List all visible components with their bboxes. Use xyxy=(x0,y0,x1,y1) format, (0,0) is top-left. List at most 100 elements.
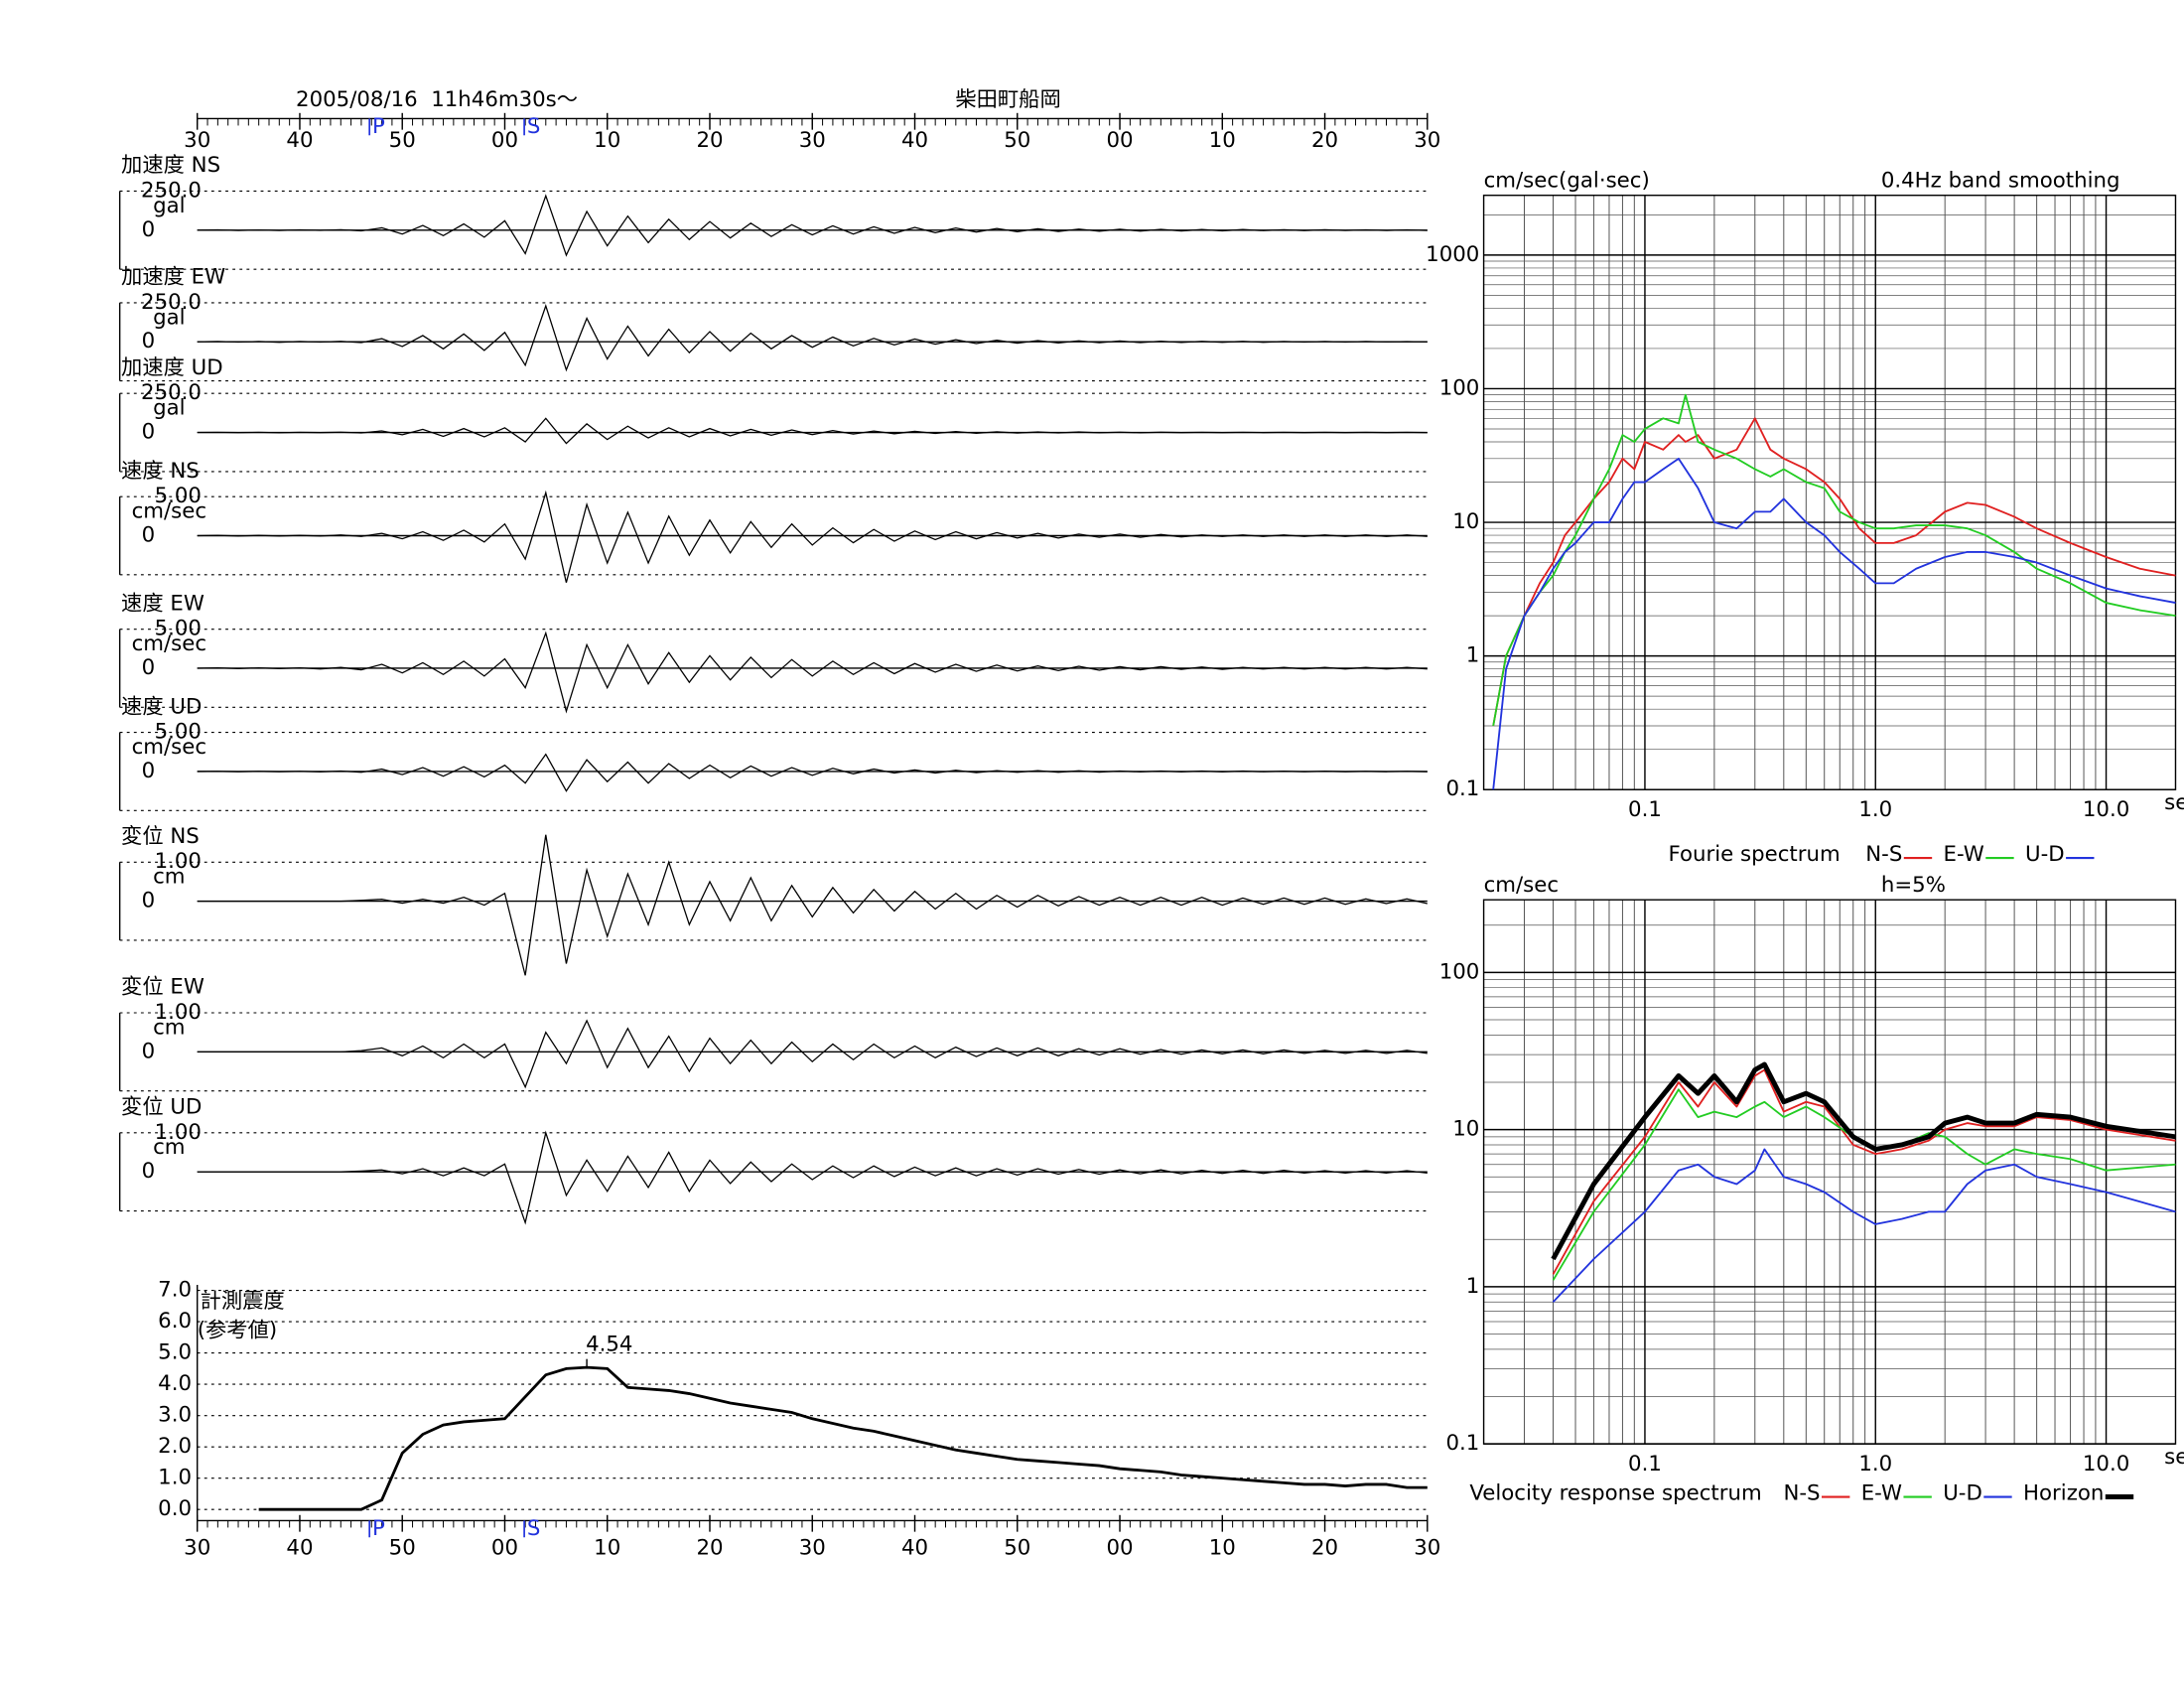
x-tick-label: 40 xyxy=(901,1535,928,1560)
y-tick-label: 1 xyxy=(1466,1273,1480,1298)
trace-title: 速度 UD xyxy=(121,693,202,718)
x-tick-label: 0.1 xyxy=(1628,1451,1662,1476)
phase-label: P xyxy=(372,1515,385,1540)
y-tick-label: 3.0 xyxy=(158,1402,192,1427)
x-tick-label: 20 xyxy=(1311,127,1338,152)
unit-label: cm xyxy=(153,1015,185,1040)
legend-label: U-D xyxy=(1943,1480,1982,1505)
chart-title: 2005/08/16 11h46m30s〜 xyxy=(296,86,578,111)
y-tick-label: 5.0 xyxy=(158,1339,192,1364)
y-tick-label: 0 xyxy=(142,1158,156,1183)
x-tick-label: 0.1 xyxy=(1628,796,1662,821)
trace-title: 速度 EW xyxy=(121,590,205,615)
y-tick-label: 7.0 xyxy=(158,1277,192,1302)
x-tick-label: 30 xyxy=(799,127,826,152)
unit-label: cm/sec xyxy=(132,734,206,759)
legend-label: U-D xyxy=(2025,841,2065,866)
spectrum-line xyxy=(1552,1148,2176,1303)
waveform xyxy=(197,753,1428,792)
x-tick-label: 50 xyxy=(389,1535,416,1560)
y-tick-label: 0.1 xyxy=(1445,1430,1479,1455)
unit-label: cm xyxy=(153,864,185,889)
unit-label: gal xyxy=(153,193,185,217)
waveform xyxy=(197,417,1428,445)
unit-label: gal xyxy=(153,304,185,329)
trace-title: 速度 NS xyxy=(121,458,200,483)
x-tick-label: 50 xyxy=(389,127,416,152)
x-tick-label: 20 xyxy=(696,1535,723,1560)
trace-title: 変位 UD xyxy=(121,1094,202,1119)
y-tick-label: 1.00 xyxy=(155,999,202,1024)
spectrum-line xyxy=(1552,1068,2176,1275)
x-tick-label: 30 xyxy=(184,1535,210,1560)
legend-label: N-S xyxy=(1783,1480,1820,1505)
x-tick-label: 00 xyxy=(1106,1535,1133,1560)
x-tick-label: 00 xyxy=(491,1535,518,1560)
x-tick-label: 10 xyxy=(1209,127,1236,152)
y-tick-label: 5.00 xyxy=(155,483,202,507)
y-tick-label: 6.0 xyxy=(158,1308,192,1333)
y-tick-label: 250.0 xyxy=(141,289,202,314)
trace-title: 加速度 UD xyxy=(121,354,223,379)
x-tick-label: 00 xyxy=(1106,127,1133,152)
y-axis-label: cm/sec xyxy=(1484,872,1559,897)
x-tick-label: 40 xyxy=(286,127,313,152)
waveform xyxy=(197,631,1428,714)
x-tick-label: 1.0 xyxy=(1858,1451,1892,1476)
x-unit: sec xyxy=(2164,789,2184,814)
spectrum-line xyxy=(1492,417,2176,727)
peak-label: 4.54 xyxy=(586,1332,632,1356)
y-tick-label: 0 xyxy=(142,328,156,352)
x-tick-label: 30 xyxy=(1414,1535,1440,1560)
legend-title: Velocity response spectrum xyxy=(1469,1480,1761,1505)
spectrum-line xyxy=(1551,1061,2176,1261)
x-tick-label: 10 xyxy=(594,127,620,152)
y-tick-label: 1.00 xyxy=(155,1119,202,1144)
legend-title: Fourie spectrum xyxy=(1669,841,1841,866)
y-tick-label: 1 xyxy=(1466,642,1480,667)
x-tick-label: 00 xyxy=(491,127,518,152)
y-tick-label: 250.0 xyxy=(141,379,202,404)
y-tick-label: 0 xyxy=(142,888,156,913)
y-tick-label: 100 xyxy=(1439,375,1480,400)
y-tick-label: 5.00 xyxy=(155,616,202,640)
y-tick-label: 0 xyxy=(142,758,156,782)
legend-label: N-S xyxy=(1865,841,1902,866)
x-tick-label: 40 xyxy=(286,1535,313,1560)
x-tick-label: 20 xyxy=(1311,1535,1338,1560)
x-tick-label: 50 xyxy=(1004,1535,1030,1560)
legend-label: Horizon xyxy=(2023,1480,2104,1505)
waveform xyxy=(197,1130,1428,1225)
unit-label: cm xyxy=(153,1134,185,1159)
intensity-line xyxy=(258,1365,1428,1511)
unit-label: cm/sec xyxy=(132,498,206,523)
y-tick-label: 100 xyxy=(1439,958,1480,983)
y-tick-label: 10 xyxy=(1452,508,1479,533)
y-tick-label: 4.0 xyxy=(158,1370,192,1395)
y-tick-label: 0 xyxy=(142,654,156,679)
y-tick-label: 0.1 xyxy=(1445,775,1479,800)
spectrum-line xyxy=(1492,393,2176,727)
phase-label: S xyxy=(527,113,541,138)
y-tick-label: 1.00 xyxy=(155,848,202,873)
trace-title: 変位 NS xyxy=(121,823,200,848)
waveform xyxy=(197,1019,1428,1089)
y-tick-label: 0 xyxy=(142,1038,156,1062)
waveform xyxy=(197,834,1428,976)
legend-label: E-W xyxy=(1944,841,1984,866)
y-tick-label: 2.0 xyxy=(158,1433,192,1458)
x-tick-label: 30 xyxy=(799,1535,826,1560)
legend-label: E-W xyxy=(1861,1480,1902,1505)
x-tick-label: 40 xyxy=(901,127,928,152)
phase-label: P xyxy=(372,113,385,138)
unit-label: gal xyxy=(153,395,185,420)
x-tick-label: 10 xyxy=(594,1535,620,1560)
x-tick-label: 50 xyxy=(1004,127,1030,152)
station-name: 柴田町船岡 xyxy=(955,86,1060,111)
x-tick-label: 1.0 xyxy=(1858,796,1892,821)
y-axis-label: cm/sec(gal·sec) xyxy=(1484,168,1650,193)
chart-note: h=5% xyxy=(1881,872,1946,897)
waveform xyxy=(197,304,1428,372)
x-tick-label: 30 xyxy=(184,127,210,152)
